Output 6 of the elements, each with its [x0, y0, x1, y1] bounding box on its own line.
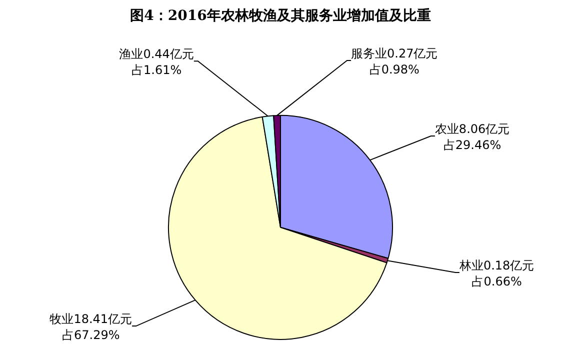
slice-label: 牧业18.41亿元占67.29% — [50, 312, 132, 342]
slice-label: 农业8.06亿元占29.46% — [434, 122, 510, 152]
chart-title: 图4：2016年农林牧渔及其服务业增加值及比重 — [130, 8, 431, 24]
slice-label: 渔业0.44亿元占1.61% — [119, 47, 194, 78]
slice-label: 林业0.18亿元占0.66% — [458, 258, 534, 289]
slice-label: 服务业0.27亿元占0.98% — [351, 46, 438, 77]
